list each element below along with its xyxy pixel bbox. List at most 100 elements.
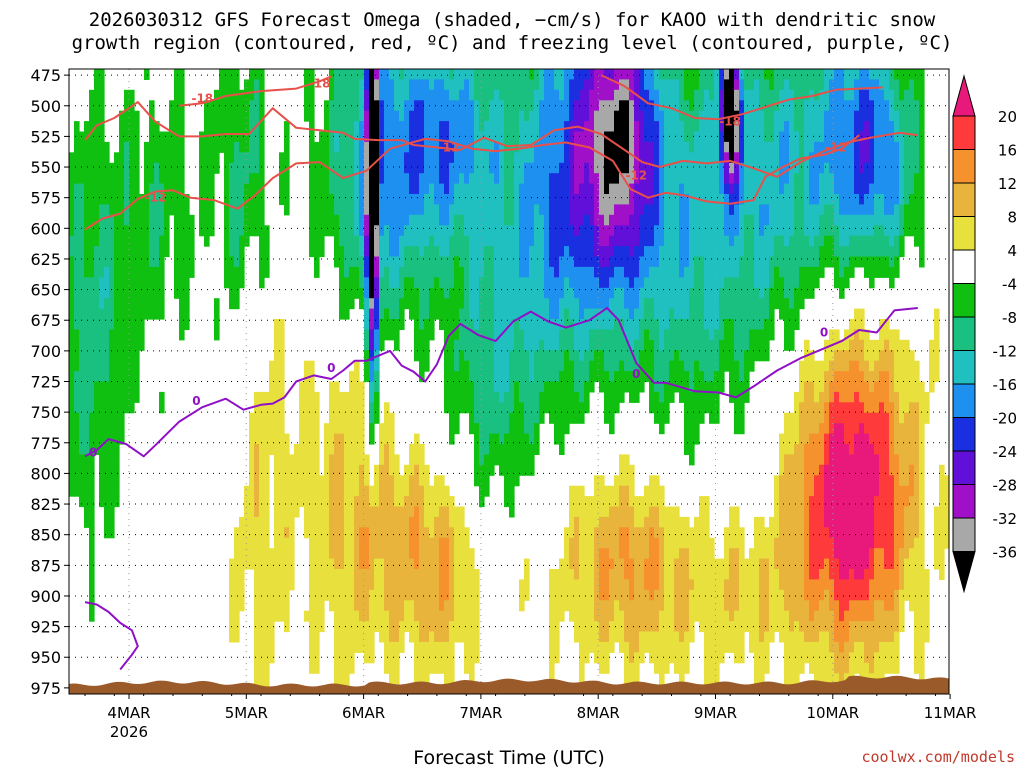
omega-cell	[524, 298, 530, 310]
omega-cell	[174, 256, 180, 268]
omega-cell	[334, 121, 340, 133]
omega-cell	[614, 496, 620, 508]
omega-cell	[399, 256, 405, 268]
omega-cell	[339, 173, 345, 185]
omega-cell	[624, 610, 630, 622]
omega-cell	[309, 246, 315, 258]
omega-cell	[389, 579, 395, 591]
omega-cell	[424, 183, 430, 195]
omega-cell	[604, 204, 610, 216]
omega-cell	[684, 527, 690, 539]
omega-cell	[609, 298, 615, 310]
omega-cell	[534, 89, 540, 101]
omega-cell	[314, 589, 320, 601]
omega-cell	[174, 121, 180, 133]
omega-cell	[479, 381, 485, 393]
omega-cell	[379, 329, 385, 341]
omega-cell	[189, 246, 195, 258]
omega-cell	[604, 110, 610, 122]
omega-cell	[589, 131, 595, 143]
omega-cell	[369, 152, 375, 164]
omega-cell	[489, 464, 495, 476]
omega-cell	[179, 287, 185, 299]
omega-cell	[129, 319, 135, 330]
omega-cell	[589, 235, 595, 247]
omega-cell	[254, 444, 260, 455]
omega-cell	[594, 298, 600, 310]
omega-cell	[424, 641, 430, 653]
omega-cell	[704, 610, 710, 622]
omega-cell	[659, 391, 665, 403]
omega-cell	[119, 141, 125, 153]
omega-cell	[639, 319, 645, 330]
omega-cell	[309, 69, 315, 80]
omega-cell	[554, 381, 560, 393]
omega-cell	[579, 204, 585, 216]
omega-cell	[679, 214, 685, 226]
omega-cell	[664, 412, 670, 424]
omega-cell	[549, 412, 555, 424]
omega-cell	[624, 350, 630, 362]
omega-cell	[464, 235, 470, 247]
omega-cell	[604, 121, 610, 133]
omega-cell	[534, 152, 540, 164]
omega-cell	[574, 621, 580, 633]
omega-cell	[119, 152, 125, 164]
omega-cell	[379, 569, 385, 580]
omega-cell	[384, 516, 390, 528]
omega-cell	[274, 537, 280, 549]
omega-cell	[339, 266, 345, 278]
omega-cell	[89, 246, 95, 258]
omega-cell	[234, 214, 240, 226]
omega-cell	[379, 423, 385, 435]
omega-cell	[224, 79, 230, 91]
omega-cell	[354, 152, 360, 164]
omega-cell	[324, 548, 330, 560]
omega-cell	[89, 131, 95, 143]
omega-cell	[429, 537, 435, 549]
omega-cell	[564, 100, 570, 112]
omega-cell	[484, 464, 490, 476]
omega-cell	[284, 475, 290, 487]
omega-cell	[414, 641, 420, 653]
omega-cell	[104, 298, 110, 310]
omega-cell	[229, 589, 235, 601]
omega-cell	[684, 277, 690, 289]
omega-cell	[654, 298, 660, 310]
omega-cell	[384, 329, 390, 341]
omega-cell	[579, 621, 585, 633]
omega-cell	[424, 652, 430, 664]
omega-cell	[259, 631, 265, 643]
omega-cell	[394, 589, 400, 601]
omega-cell	[434, 662, 440, 674]
omega-cell	[349, 600, 355, 612]
omega-cell	[539, 141, 545, 153]
omega-cell	[119, 246, 125, 258]
omega-cell	[609, 631, 615, 643]
omega-cell	[564, 194, 570, 205]
omega-cell	[664, 319, 670, 330]
omega-cell	[174, 194, 180, 205]
omega-cell	[364, 266, 370, 278]
omega-cell	[469, 569, 475, 580]
omega-cell	[659, 131, 665, 143]
omega-cell	[504, 162, 510, 174]
omega-cell	[489, 256, 495, 268]
omega-cell	[614, 569, 620, 580]
omega-cell	[699, 141, 705, 153]
omega-cell	[279, 173, 285, 185]
omega-cell	[604, 173, 610, 185]
omega-cell	[549, 69, 555, 80]
omega-cell	[284, 204, 290, 216]
omega-cell	[559, 121, 565, 133]
omega-cell	[214, 162, 220, 174]
omega-cell	[404, 225, 410, 237]
omega-cell	[109, 516, 115, 528]
omega-cell	[364, 485, 370, 497]
omega-cell	[149, 152, 155, 164]
omega-cell	[399, 162, 405, 174]
omega-cell	[504, 131, 510, 143]
omega-cell	[449, 152, 455, 164]
omega-cell	[374, 496, 380, 508]
omega-cell	[374, 381, 380, 393]
